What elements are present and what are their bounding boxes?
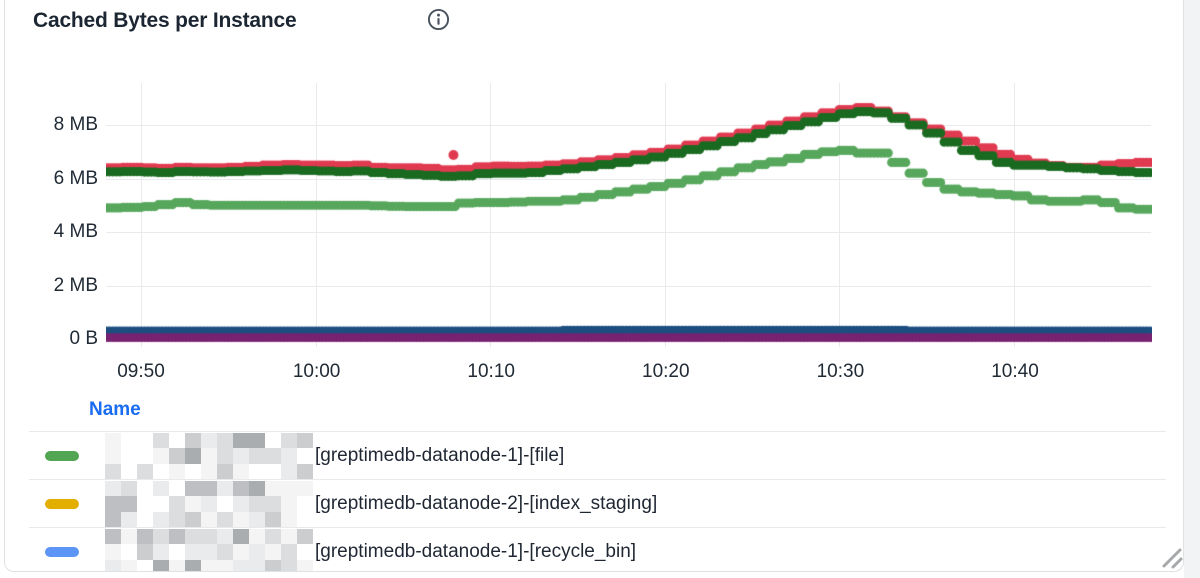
info-icon[interactable]	[427, 8, 450, 31]
y-tick-6mb: 6 MB	[53, 167, 98, 189]
redacted-host-label	[105, 529, 313, 571]
legend-table: [greptimedb-datanode-1]-[file] [greptime…	[5, 431, 1181, 571]
y-tick-4mb: 4 MB	[53, 221, 98, 242]
series-color-dash	[45, 499, 79, 509]
legend-row-file[interactable]: [greptimedb-datanode-1]-[file]	[29, 431, 1166, 479]
x-tick-1030: 10:30	[816, 361, 865, 382]
legend-series-label: [greptimedb-datanode-2]-[index_staging]	[315, 492, 658, 514]
y-tick-8mb: 8 MB	[53, 114, 98, 135]
page-background-strip	[1184, 0, 1200, 578]
chart-plot-area[interactable]	[106, 83, 1152, 351]
cached-bytes-panel: Cached Bytes per Instance 8 MB 6 MB 4 MB…	[4, 0, 1184, 572]
redacted-host-label	[105, 481, 313, 527]
series-color-dash	[45, 547, 79, 557]
panel-title: Cached Bytes per Instance	[33, 9, 297, 32]
y-tick-2mb: 2 MB	[53, 274, 98, 296]
series-color-dash	[45, 451, 79, 461]
x-tick-0950: 09:50	[117, 361, 165, 382]
legend-series-label: [greptimedb-datanode-1]-[file]	[315, 444, 565, 466]
y-tick-0b: 0 B	[69, 328, 98, 349]
legend-series-label: [greptimedb-datanode-1]-[recycle_bin]	[315, 540, 637, 562]
legend-row-index-staging[interactable]: [greptimedb-datanode-2]-[index_staging]	[29, 479, 1166, 527]
x-tick-1000: 10:00	[292, 361, 341, 382]
legend-name-column-header[interactable]: Name	[89, 399, 141, 420]
timeseries-canvas[interactable]	[106, 83, 1152, 351]
legend-row-recycle-bin[interactable]: [greptimedb-datanode-1]-[recycle_bin]	[29, 527, 1166, 571]
x-tick-1040: 10:40	[991, 361, 1039, 382]
resize-handle-icon[interactable]	[1157, 543, 1183, 569]
redacted-host-label	[105, 433, 313, 479]
x-tick-1010: 10:10	[467, 361, 515, 382]
x-tick-1020: 10:20	[642, 361, 690, 382]
